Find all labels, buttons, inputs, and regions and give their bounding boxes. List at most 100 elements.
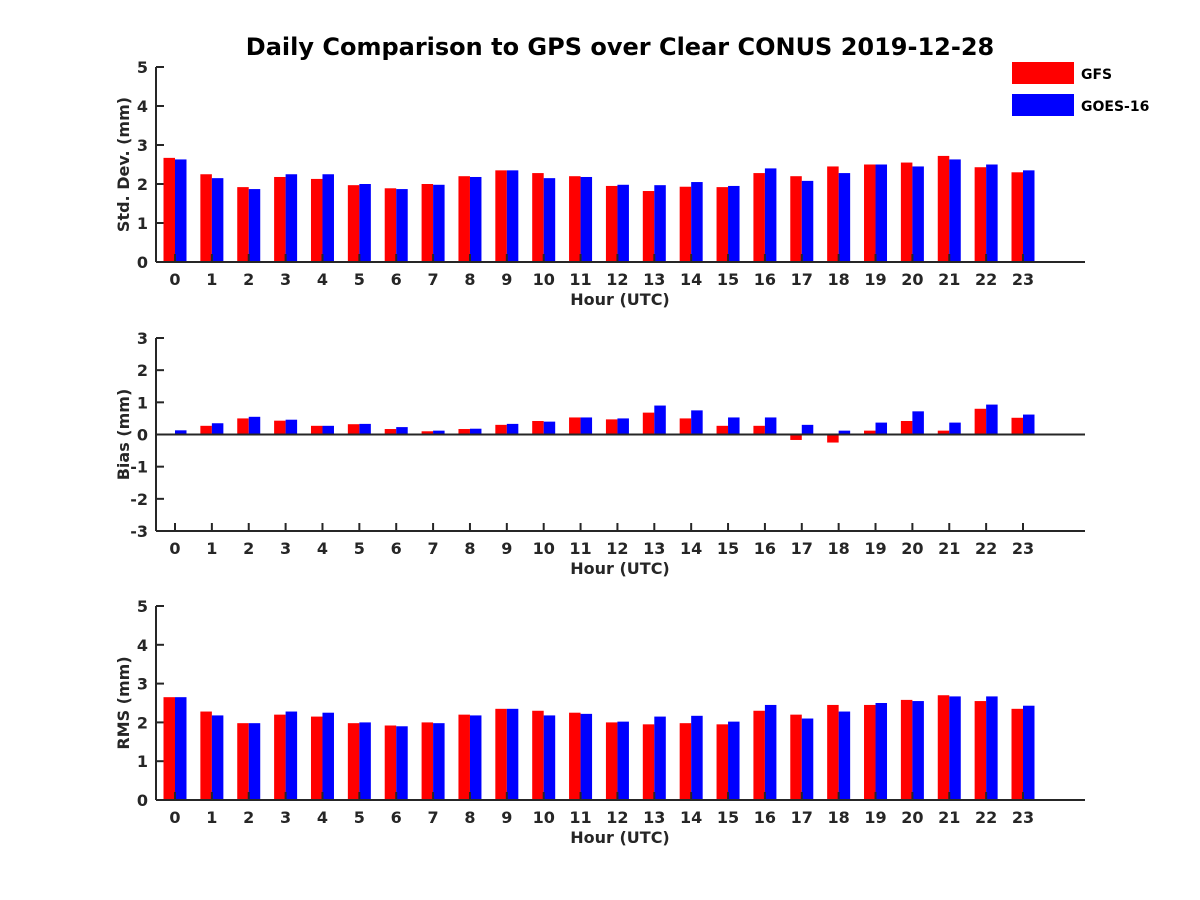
x-tick-label: 16 bbox=[754, 270, 776, 289]
bar-gfs-2 bbox=[237, 187, 249, 262]
bar-goes16-1 bbox=[211, 423, 224, 435]
x-tick-label: 14 bbox=[680, 270, 702, 289]
x-tick-label: 9 bbox=[501, 539, 512, 558]
bar-goes16-5 bbox=[359, 423, 371, 435]
bar-gfs-20 bbox=[900, 420, 913, 435]
bar-goes16-23 bbox=[1023, 705, 1035, 800]
bar-gfs-6 bbox=[384, 725, 397, 800]
x-tick-label: 21 bbox=[938, 808, 960, 827]
bar-goes16-7 bbox=[433, 723, 445, 800]
x-tick-label: 9 bbox=[501, 808, 512, 827]
x-tick-label: 3 bbox=[280, 808, 291, 827]
bar-gfs-14 bbox=[679, 723, 692, 800]
bar-goes16-18 bbox=[838, 430, 851, 435]
x-tick-label: 23 bbox=[1012, 808, 1034, 827]
y-tick-label: 3 bbox=[137, 329, 148, 348]
bar-goes16-18 bbox=[838, 173, 851, 262]
bar-gfs-7 bbox=[421, 722, 434, 800]
bar-goes16-13 bbox=[654, 405, 666, 435]
bar-gfs-3 bbox=[274, 176, 286, 262]
x-tick-label: 1 bbox=[206, 270, 217, 289]
bar-goes16-22 bbox=[986, 404, 998, 435]
legend-label-gfs: GFS bbox=[1081, 67, 1112, 83]
bias-y-label: Bias (mm) bbox=[114, 389, 133, 481]
x-tick-label: 7 bbox=[428, 808, 439, 827]
x-tick-label: 20 bbox=[901, 270, 923, 289]
bar-goes16-13 bbox=[654, 716, 666, 800]
y-tick-label: 3 bbox=[137, 675, 148, 694]
bar-gfs-18 bbox=[827, 166, 839, 262]
x-tick-label: 21 bbox=[938, 539, 960, 558]
bar-goes16-9 bbox=[506, 423, 519, 435]
bar-gfs-16 bbox=[753, 425, 765, 435]
x-tick-label: 17 bbox=[791, 808, 813, 827]
bar-goes16-19 bbox=[875, 164, 888, 262]
bar-gfs-9 bbox=[495, 170, 507, 262]
bar-gfs-15 bbox=[716, 724, 729, 800]
bar-goes16-17 bbox=[801, 424, 814, 435]
x-tick-label: 5 bbox=[354, 808, 365, 827]
bar-gfs-11 bbox=[569, 712, 581, 800]
x-tick-label: 22 bbox=[975, 270, 997, 289]
bar-gfs-15 bbox=[716, 187, 729, 262]
x-tick-label: 4 bbox=[317, 539, 328, 558]
x-tick-label: 19 bbox=[864, 270, 886, 289]
y-tick-label: 1 bbox=[137, 752, 148, 771]
chart-title: Daily Comparison to GPS over Clear CONUS… bbox=[246, 33, 994, 61]
bar-gfs-16 bbox=[753, 173, 765, 262]
x-tick-label: 20 bbox=[901, 808, 923, 827]
bar-goes16-6 bbox=[396, 726, 408, 800]
bar-gfs-20 bbox=[900, 699, 913, 800]
x-tick-label: 11 bbox=[569, 270, 591, 289]
x-tick-label: 1 bbox=[206, 539, 217, 558]
x-tick-label: 22 bbox=[975, 539, 997, 558]
y-tick-label: 0 bbox=[137, 791, 148, 810]
bar-goes16-11 bbox=[580, 713, 593, 800]
bar-goes16-1 bbox=[211, 178, 224, 262]
x-tick-label: 23 bbox=[1012, 539, 1034, 558]
x-tick-label: 5 bbox=[354, 270, 365, 289]
rms-x-label: Hour (UTC) bbox=[570, 828, 670, 847]
x-tick-label: 15 bbox=[717, 808, 739, 827]
bar-gfs-2 bbox=[237, 723, 249, 800]
bar-gfs-18 bbox=[827, 704, 839, 800]
bar-gfs-21 bbox=[937, 695, 950, 800]
bar-goes16-3 bbox=[285, 711, 298, 800]
x-tick-label: 6 bbox=[391, 539, 402, 558]
bar-gfs-12 bbox=[605, 722, 618, 800]
bar-goes16-14 bbox=[691, 410, 703, 435]
bar-goes16-22 bbox=[986, 696, 998, 800]
bar-gfs-18 bbox=[827, 434, 839, 443]
bar-goes16-17 bbox=[801, 180, 814, 262]
bar-goes16-1 bbox=[211, 715, 224, 800]
x-tick-label: 4 bbox=[317, 270, 328, 289]
bar-goes16-6 bbox=[396, 427, 408, 435]
bar-gfs-20 bbox=[900, 162, 913, 262]
bar-goes16-2 bbox=[248, 416, 261, 435]
bar-gfs-6 bbox=[384, 188, 397, 262]
bar-goes16-4 bbox=[322, 174, 334, 262]
bar-gfs-5 bbox=[347, 185, 360, 262]
x-tick-label: 19 bbox=[864, 808, 886, 827]
x-tick-label: 8 bbox=[464, 270, 475, 289]
bar-gfs-21 bbox=[937, 430, 950, 435]
bar-gfs-0 bbox=[163, 697, 175, 800]
std-dev-x-label: Hour (UTC) bbox=[570, 290, 670, 309]
y-tick-label: 0 bbox=[137, 253, 148, 272]
x-tick-label: 2 bbox=[243, 270, 254, 289]
bar-goes16-15 bbox=[728, 185, 740, 262]
y-tick-label: 3 bbox=[137, 136, 148, 155]
bar-goes16-6 bbox=[396, 189, 408, 262]
bar-goes16-16 bbox=[764, 704, 777, 800]
x-tick-label: 9 bbox=[501, 270, 512, 289]
bar-goes16-10 bbox=[543, 178, 556, 262]
bar-gfs-12 bbox=[605, 185, 618, 262]
x-tick-label: 8 bbox=[464, 539, 475, 558]
x-tick-label: 17 bbox=[791, 270, 813, 289]
x-tick-label: 12 bbox=[606, 539, 628, 558]
bar-gfs-19 bbox=[864, 704, 876, 800]
bar-gfs-15 bbox=[716, 425, 729, 435]
bar-gfs-7 bbox=[421, 431, 434, 435]
